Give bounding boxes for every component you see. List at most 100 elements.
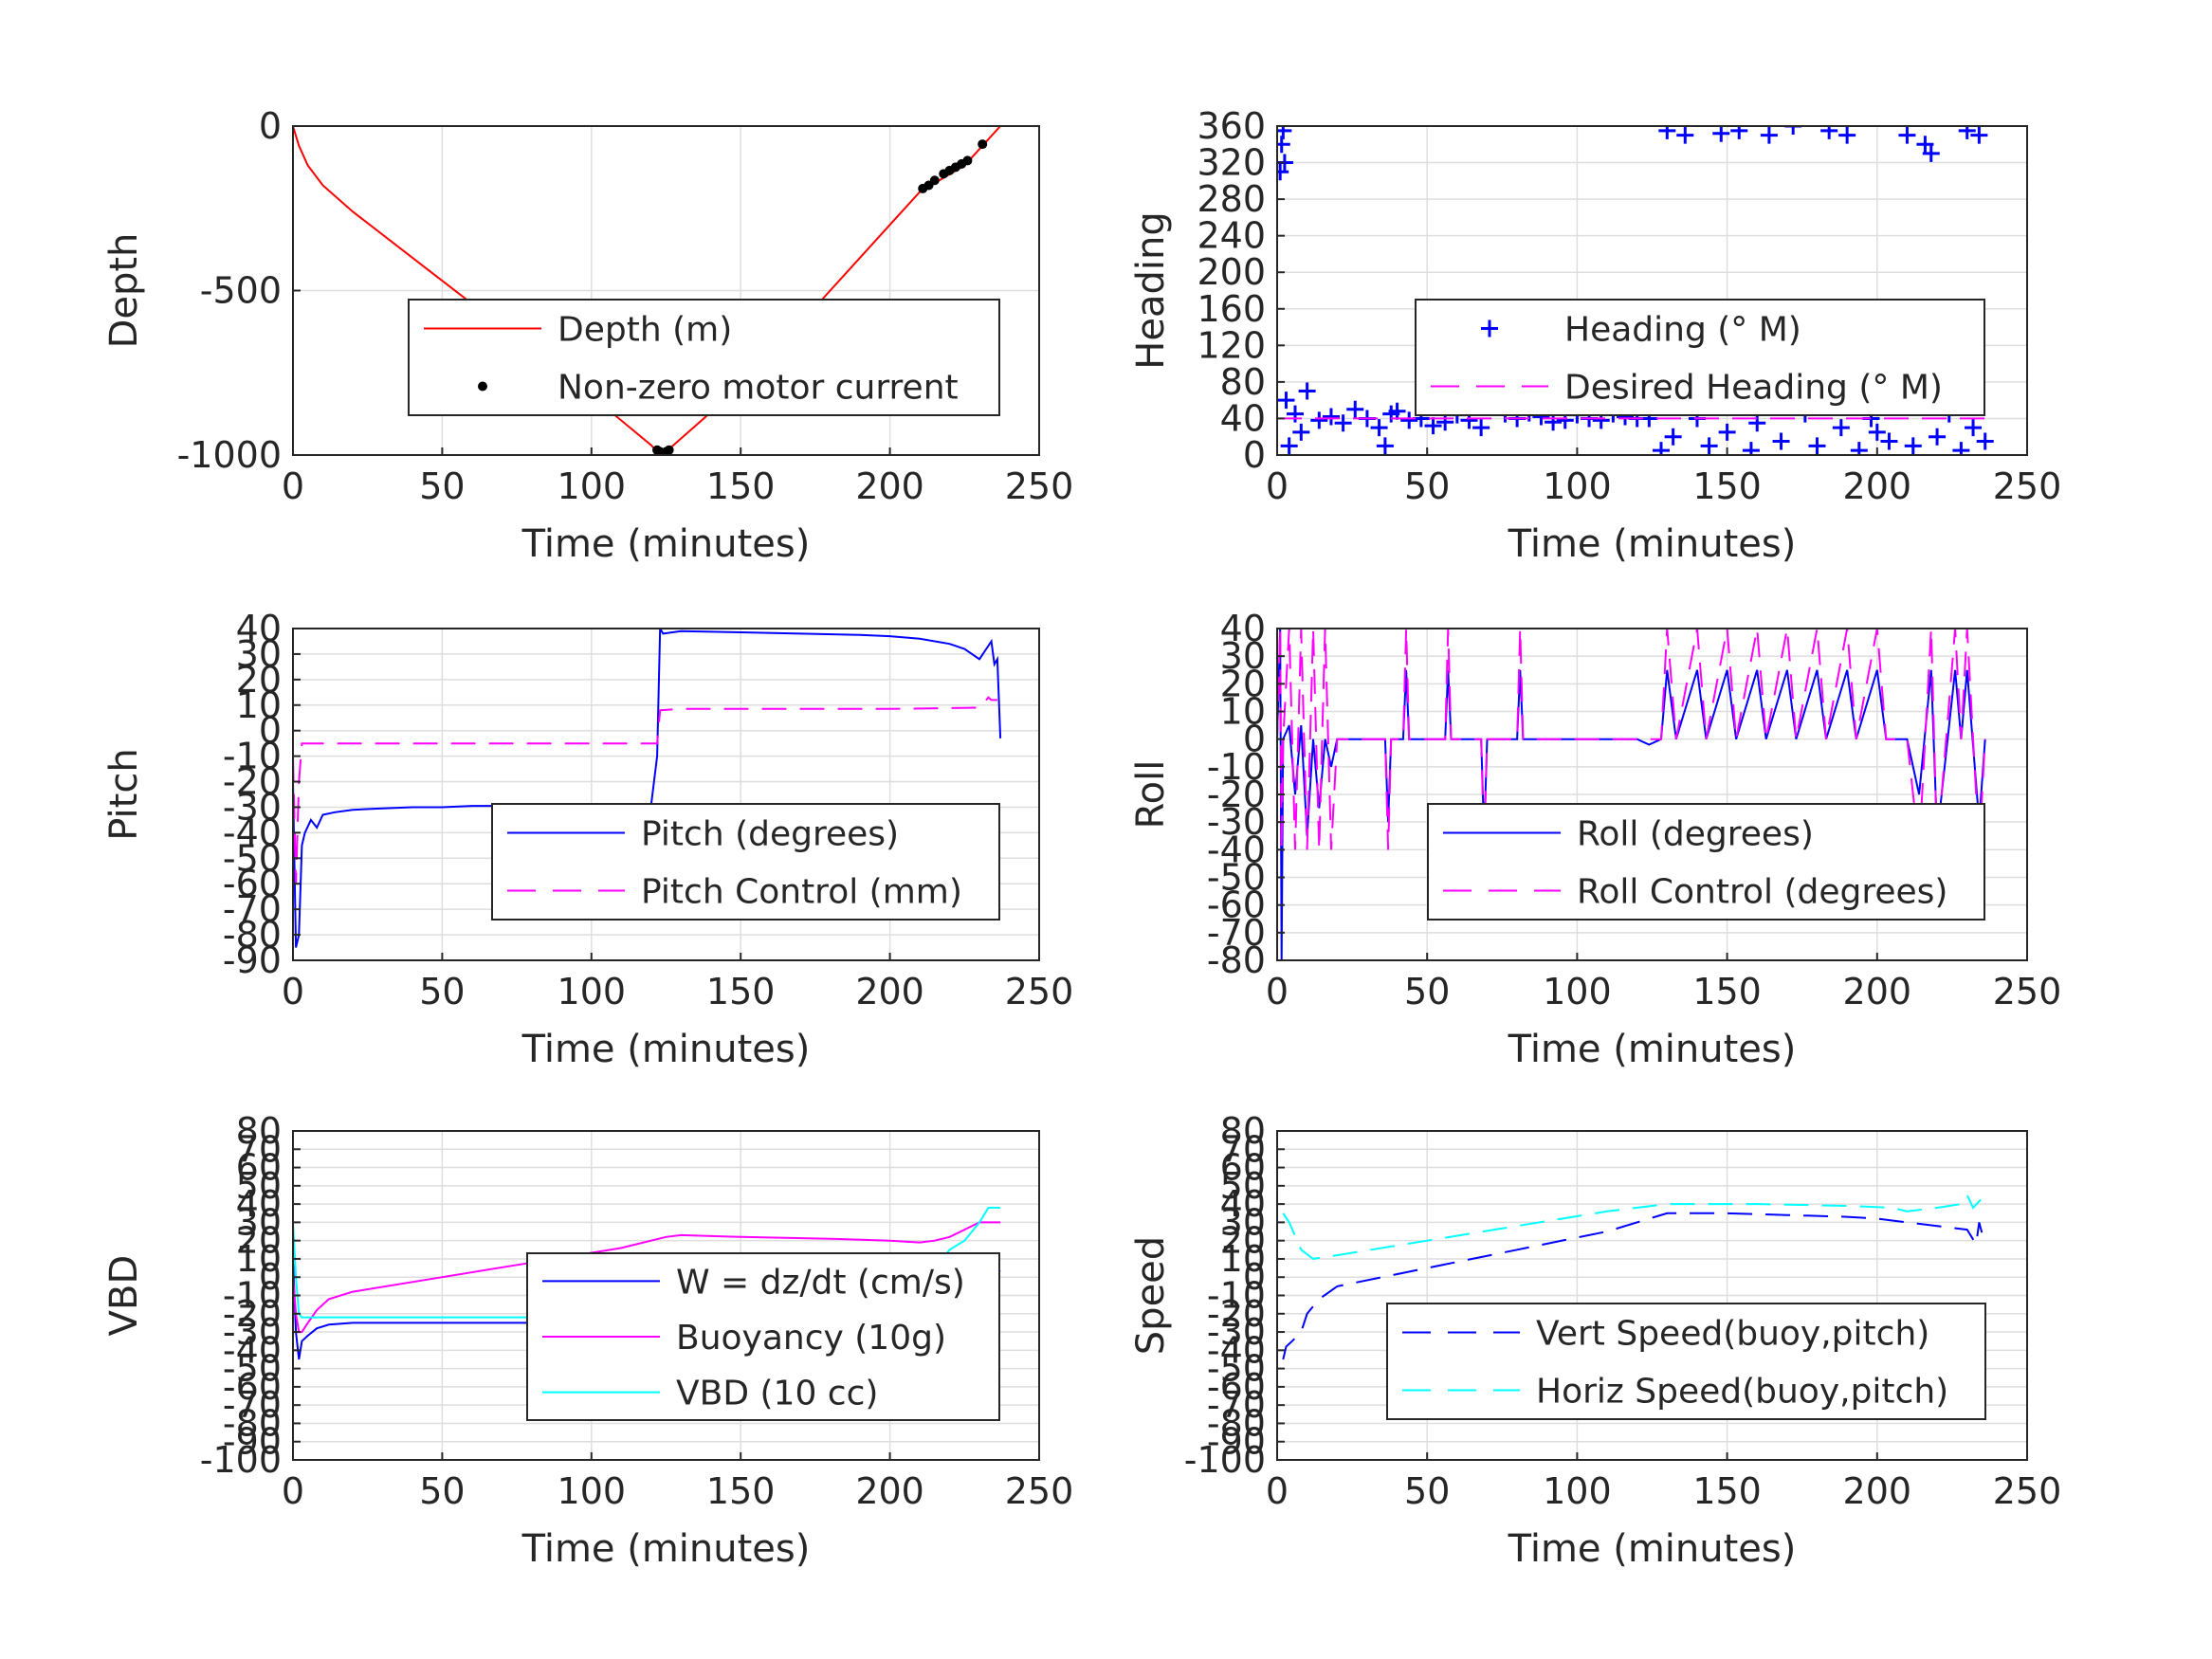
legend-label: Heading (° M)	[1564, 311, 1801, 350]
x-tick-label: 200	[855, 971, 924, 1012]
x-tick-label: 0	[1266, 465, 1289, 507]
series-line-1	[1282, 1212, 1986, 1360]
x-tick-label: 100	[1543, 971, 1612, 1012]
data-point	[1965, 419, 1983, 437]
x-tick-label: 150	[1692, 465, 1762, 507]
data-point	[1976, 432, 1994, 450]
legend: Depth (m) Non-zero motor current	[408, 299, 1000, 416]
y-tick-label: 10	[236, 1238, 282, 1280]
x-tick-label: 200	[1843, 971, 1912, 1012]
legend-box	[1386, 1303, 1986, 1420]
data-point	[1868, 423, 1886, 441]
y-tick-label: -100	[1184, 1439, 1266, 1481]
y-tick-label: 120	[1197, 324, 1266, 366]
x-tick-label: 0	[282, 465, 304, 507]
y-tick-label: 70	[1220, 1128, 1266, 1170]
x-tick-label: 50	[419, 465, 465, 507]
y-tick-label: 80	[236, 1110, 282, 1152]
x-axis-label: Time (minutes)	[1508, 522, 1797, 566]
x-tick-label: 200	[1843, 465, 1912, 507]
y-tick-label: 20	[236, 659, 282, 701]
y-tick-label: -100	[200, 1439, 282, 1481]
data-point	[1748, 414, 1766, 432]
x-tick-label: 100	[558, 465, 627, 507]
y-tick-label: -50	[223, 837, 282, 879]
legend-label: Buoyancy (10g)	[676, 1319, 946, 1358]
y-tick-label: 0	[1243, 1256, 1266, 1298]
legend-label: W = dz/dt (cm/s)	[676, 1263, 965, 1302]
y-tick-label: -60	[1207, 1366, 1266, 1408]
data-point	[1760, 126, 1778, 144]
data-point	[1916, 136, 1934, 154]
x-tick-label: 250	[1993, 465, 2062, 507]
y-tick-label: 0	[259, 105, 282, 147]
x-tick-label: 50	[1404, 465, 1450, 507]
y-tick-label: 320	[1197, 142, 1266, 184]
y-tick-label: -30	[1207, 801, 1266, 843]
y-tick-label: -10	[1207, 746, 1266, 788]
y-tick-label: 30	[236, 1201, 282, 1243]
y-tick-label: 80	[1220, 1110, 1266, 1152]
x-tick-label: 0	[282, 971, 304, 1012]
data-point	[1820, 126, 1838, 139]
x-tick-label: 150	[706, 971, 776, 1012]
y-tick-label: -50	[1207, 1348, 1266, 1390]
series-line-2	[1277, 629, 1986, 850]
x-axis-label: Time (minutes)	[521, 1527, 811, 1571]
y-tick-label: -80	[1207, 939, 1266, 981]
y-tick-label: 70	[236, 1128, 282, 1170]
y-tick-label: 10	[236, 684, 282, 726]
x-tick-label: 250	[1005, 971, 1074, 1012]
data-point	[1952, 442, 1970, 455]
data-point	[1772, 432, 1790, 450]
y-tick-label: 50	[236, 1165, 282, 1207]
data-point	[1808, 437, 1826, 455]
y-tick-label: -70	[223, 1384, 282, 1426]
y-tick-label: 80	[1220, 361, 1266, 403]
y-axis-label: Roll	[1129, 760, 1173, 830]
y-tick-label: 240	[1197, 215, 1266, 257]
data-point	[1370, 419, 1388, 437]
y-tick-label: -10	[223, 736, 282, 777]
x-tick-label: 0	[1266, 971, 1289, 1012]
y-tick-label: 200	[1197, 251, 1266, 293]
legend-box	[1415, 299, 1985, 416]
x-tick-label: 200	[1843, 1470, 1912, 1512]
y-tick-label: 20	[236, 1220, 282, 1262]
y-tick-label: -40	[223, 811, 282, 853]
data-point	[978, 139, 988, 150]
x-tick-label: 100	[558, 971, 627, 1012]
y-tick-label: -80	[223, 914, 282, 956]
data-point	[1658, 126, 1676, 139]
y-tick-label: 280	[1197, 178, 1266, 220]
legend-box	[491, 803, 1000, 921]
subplot-5: 0 50 100 150 200 250-100-90-80-70-60-50-40-30…	[102, 1110, 1073, 1571]
data-point	[1676, 126, 1694, 144]
data-point	[1286, 405, 1304, 423]
x-tick-label: 250	[1005, 1470, 1074, 1512]
x-tick-label: 50	[419, 1470, 465, 1512]
data-point	[1388, 402, 1406, 420]
y-axis-label: Heading	[1129, 211, 1173, 369]
y-tick-label: -20	[223, 761, 282, 803]
data-point	[1376, 437, 1394, 455]
y-tick-label: 40	[1220, 1183, 1266, 1225]
y-tick-label: -40	[1207, 829, 1266, 870]
data-point	[1718, 423, 1736, 441]
x-axis-label: Time (minutes)	[521, 1028, 811, 1071]
data-point	[1545, 413, 1563, 431]
y-tick-label: -70	[1207, 1384, 1266, 1426]
y-tick-label: -30	[223, 786, 282, 828]
axes-frame	[292, 628, 1040, 961]
y-tick-label: 30	[236, 633, 282, 675]
legend-swatch	[478, 381, 487, 392]
subplot-2: 0 50 100 150 200 2500408012016020024028032036…	[1129, 105, 2061, 566]
x-tick-label: 250	[1993, 971, 2062, 1012]
y-tick-label: -30	[223, 1311, 282, 1353]
x-tick-label: 150	[1692, 971, 1762, 1012]
y-tick-label: -50	[223, 1348, 282, 1390]
legend-swatch	[1481, 319, 1498, 337]
x-tick-label: 50	[1404, 971, 1450, 1012]
data-point	[1730, 126, 1748, 139]
y-tick-label: 0	[259, 1256, 282, 1298]
